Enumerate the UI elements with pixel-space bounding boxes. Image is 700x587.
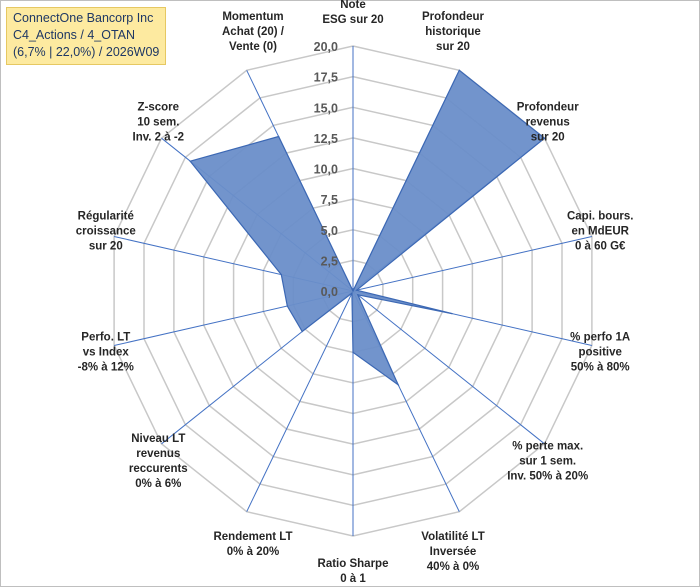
tick-labels: 0,0 2,5 5,0 7,5 10,0 12,5 15,0 17,5 20,0: [314, 40, 338, 299]
data-point-2: [543, 137, 546, 139]
data-point-6: [397, 384, 399, 386]
data-point-3: [356, 289, 358, 291]
tick-label-1: 2,5: [321, 254, 338, 268]
tick-label-5: 12,5: [314, 132, 338, 146]
data-point-8: [351, 292, 353, 294]
data-point-9: [301, 330, 303, 333]
data-point-1: [458, 69, 460, 71]
data-point-0: [352, 290, 354, 292]
axis-labels: Note ESG sur 20 Profondeur historique sur 20…: [76, 0, 634, 585]
axis-label-12: Z-score 10 sem. Inv. 2 à -2: [133, 101, 185, 143]
axis-label-2: Profondeur revenus sur 20: [517, 101, 579, 143]
data-point-5: [357, 294, 359, 296]
tick-label-0: 0,0: [321, 285, 338, 299]
tick-label-3: 7,5: [321, 193, 338, 207]
spoke-3: [352, 236, 593, 292]
title-line-1: ConnectOne Bancorp Inc: [13, 11, 154, 25]
tick-label-2: 5,0: [321, 224, 338, 238]
axis-label-11: Régularité croissance sur 20: [76, 211, 136, 253]
axis-label-13: Momentum Achat (20) / Vente (0): [222, 11, 285, 53]
data-point-11: [280, 274, 282, 276]
axis-label-0: Note ESG sur 20: [322, 0, 383, 26]
axis-label-8: Rendement LT 0% à 20%: [213, 531, 292, 558]
axis-label-10: Perfo. LT vs Index -8% à 12%: [78, 332, 134, 374]
data-point-7: [352, 351, 354, 353]
data-point-10: [286, 305, 288, 307]
axis-label-7: Ratio Sharpe 0 à 1: [318, 558, 389, 585]
tick-label-6: 15,0: [314, 101, 338, 115]
tick-label-4: 10,0: [314, 163, 338, 177]
axis-label-1: Profondeur historique sur 20: [422, 11, 484, 53]
axis-label-9: Niveau LT revenus reccurents 0% à 6%: [129, 433, 188, 490]
axis-label-5: % perte max. sur 1 sem. Inv. 50% à 20%: [507, 441, 588, 483]
tick-label-8: 20,0: [314, 40, 338, 54]
axis-label-4: % perfo 1A positive 50% à 80%: [570, 332, 630, 374]
axis-label-3: Capi. bours. en MdEUR 0 à 60 G€: [567, 211, 633, 253]
spoke-8: [246, 290, 354, 512]
data-series: [189, 69, 546, 387]
data-point-4: [451, 313, 453, 315]
title-line-3: (6,7% | 22,0%) / 2026W09: [13, 45, 160, 59]
axis-label-6: Volatilité LT Inversée 40% à 0%: [421, 531, 484, 573]
title-line-2: C4_Actions / 4_OTAN: [13, 28, 136, 42]
data-point-13: [278, 135, 280, 138]
chart-title-box: ConnectOne Bancorp Inc C4_Actions / 4_OT…: [6, 7, 167, 65]
spoke-5: [352, 290, 545, 445]
tick-label-7: 17,5: [314, 71, 338, 85]
data-point-12: [189, 160, 191, 162]
